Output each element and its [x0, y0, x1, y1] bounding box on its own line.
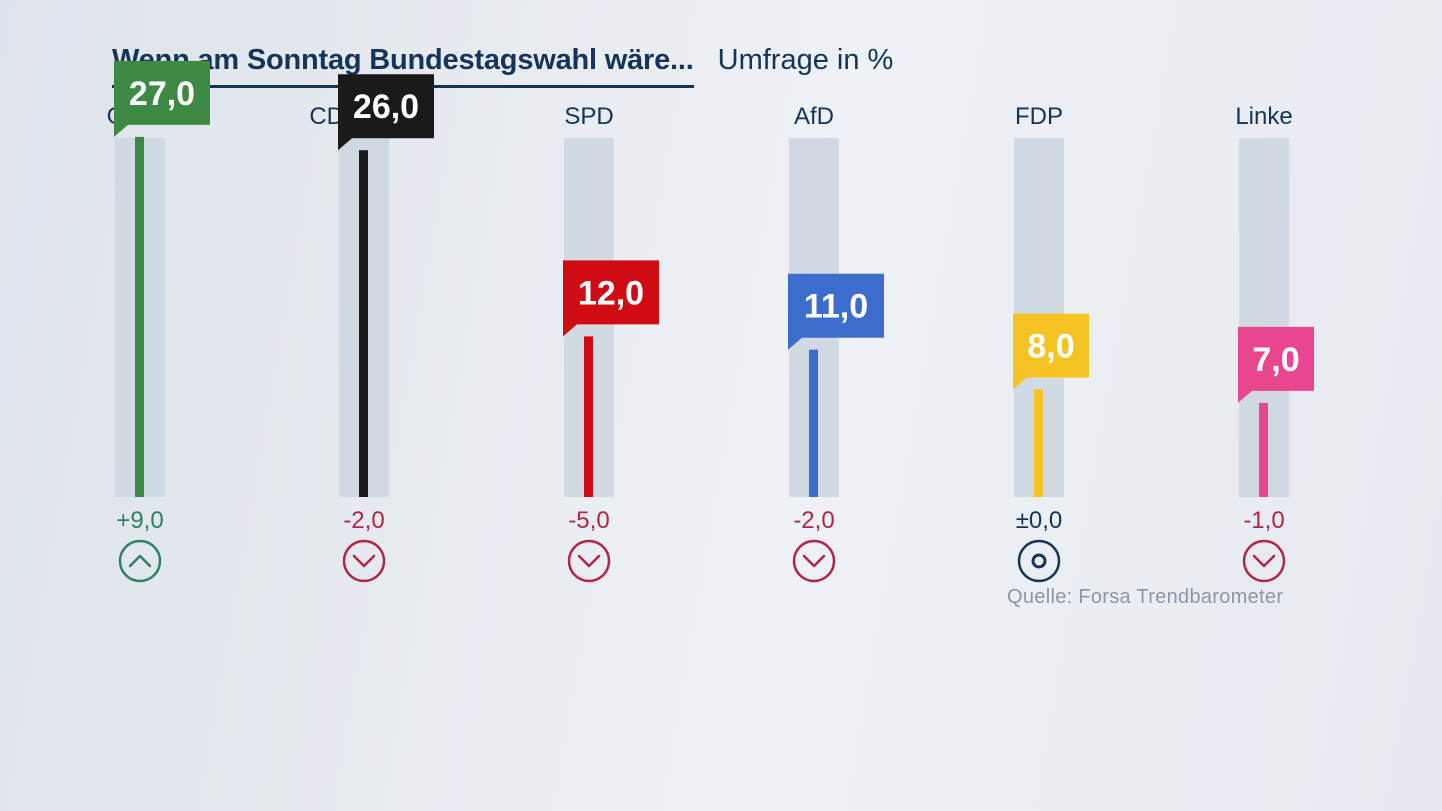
chevron-down-icon [1242, 539, 1286, 583]
change-label: -5,0 [568, 507, 609, 534]
category-label: SPD [564, 103, 613, 130]
bar [359, 150, 368, 497]
icon-chevron [577, 554, 601, 568]
value-label: 12,0 [578, 274, 644, 312]
source-note: Quelle: Forsa Trendbarometer [1007, 586, 1284, 608]
party-grüne: Grüne27,0+9,0 [107, 60, 210, 583]
icon-chevron [352, 554, 376, 568]
value-flag [1013, 313, 1089, 390]
bar [1034, 389, 1043, 497]
icon-ring [567, 539, 611, 583]
change-label: ±0,0 [1016, 507, 1063, 534]
value-label: 8,0 [1027, 328, 1074, 366]
icon-chevron [802, 554, 826, 568]
party-linke: Linke 7,0 -1,0 [1235, 103, 1314, 583]
party-fdp: FDP 8,0 ±0,0 [1013, 103, 1089, 583]
icon-chevron [128, 554, 152, 568]
party-cdu-csu: CDU/CSU26,0-2,0 [309, 74, 434, 583]
icon-ring [792, 539, 836, 583]
category-label: AfD [794, 103, 834, 130]
value-flag [338, 74, 434, 151]
value-flag [1238, 326, 1314, 403]
bar [1259, 402, 1268, 497]
chart-subtitle: Umfrage in % [717, 44, 894, 76]
value-flag [788, 273, 884, 350]
chevron-down-icon [792, 539, 836, 583]
value-label: 26,0 [353, 88, 419, 126]
chevron-down-icon [567, 539, 611, 583]
change-label: -2,0 [343, 507, 384, 534]
category-label: FDP [1015, 103, 1063, 130]
dot-circle-icon [1017, 539, 1061, 583]
icon-ring [118, 539, 162, 583]
icon-ring [1017, 539, 1061, 583]
change-label: -1,0 [1243, 507, 1284, 534]
chevron-up-icon [118, 539, 162, 583]
value-flag [114, 60, 210, 137]
value-label: 7,0 [1252, 341, 1299, 379]
bar [809, 349, 818, 497]
change-label: -2,0 [793, 507, 834, 534]
party-spd: SPD 12,0 -5,0 [563, 103, 659, 583]
party-afd: AfD 11,0 -2,0 [788, 103, 884, 583]
icon-chevron [1252, 554, 1276, 568]
change-label: +9,0 [116, 507, 163, 534]
value-label: 27,0 [129, 75, 195, 113]
category-label: Linke [1235, 103, 1292, 130]
chevron-down-icon [342, 539, 386, 583]
bar [584, 336, 593, 497]
icon-ring [1242, 539, 1286, 583]
value-flag [563, 260, 659, 337]
icon-dot [1031, 553, 1047, 569]
bar [135, 136, 144, 497]
icon-ring [342, 539, 386, 583]
value-label: 11,0 [804, 288, 868, 326]
